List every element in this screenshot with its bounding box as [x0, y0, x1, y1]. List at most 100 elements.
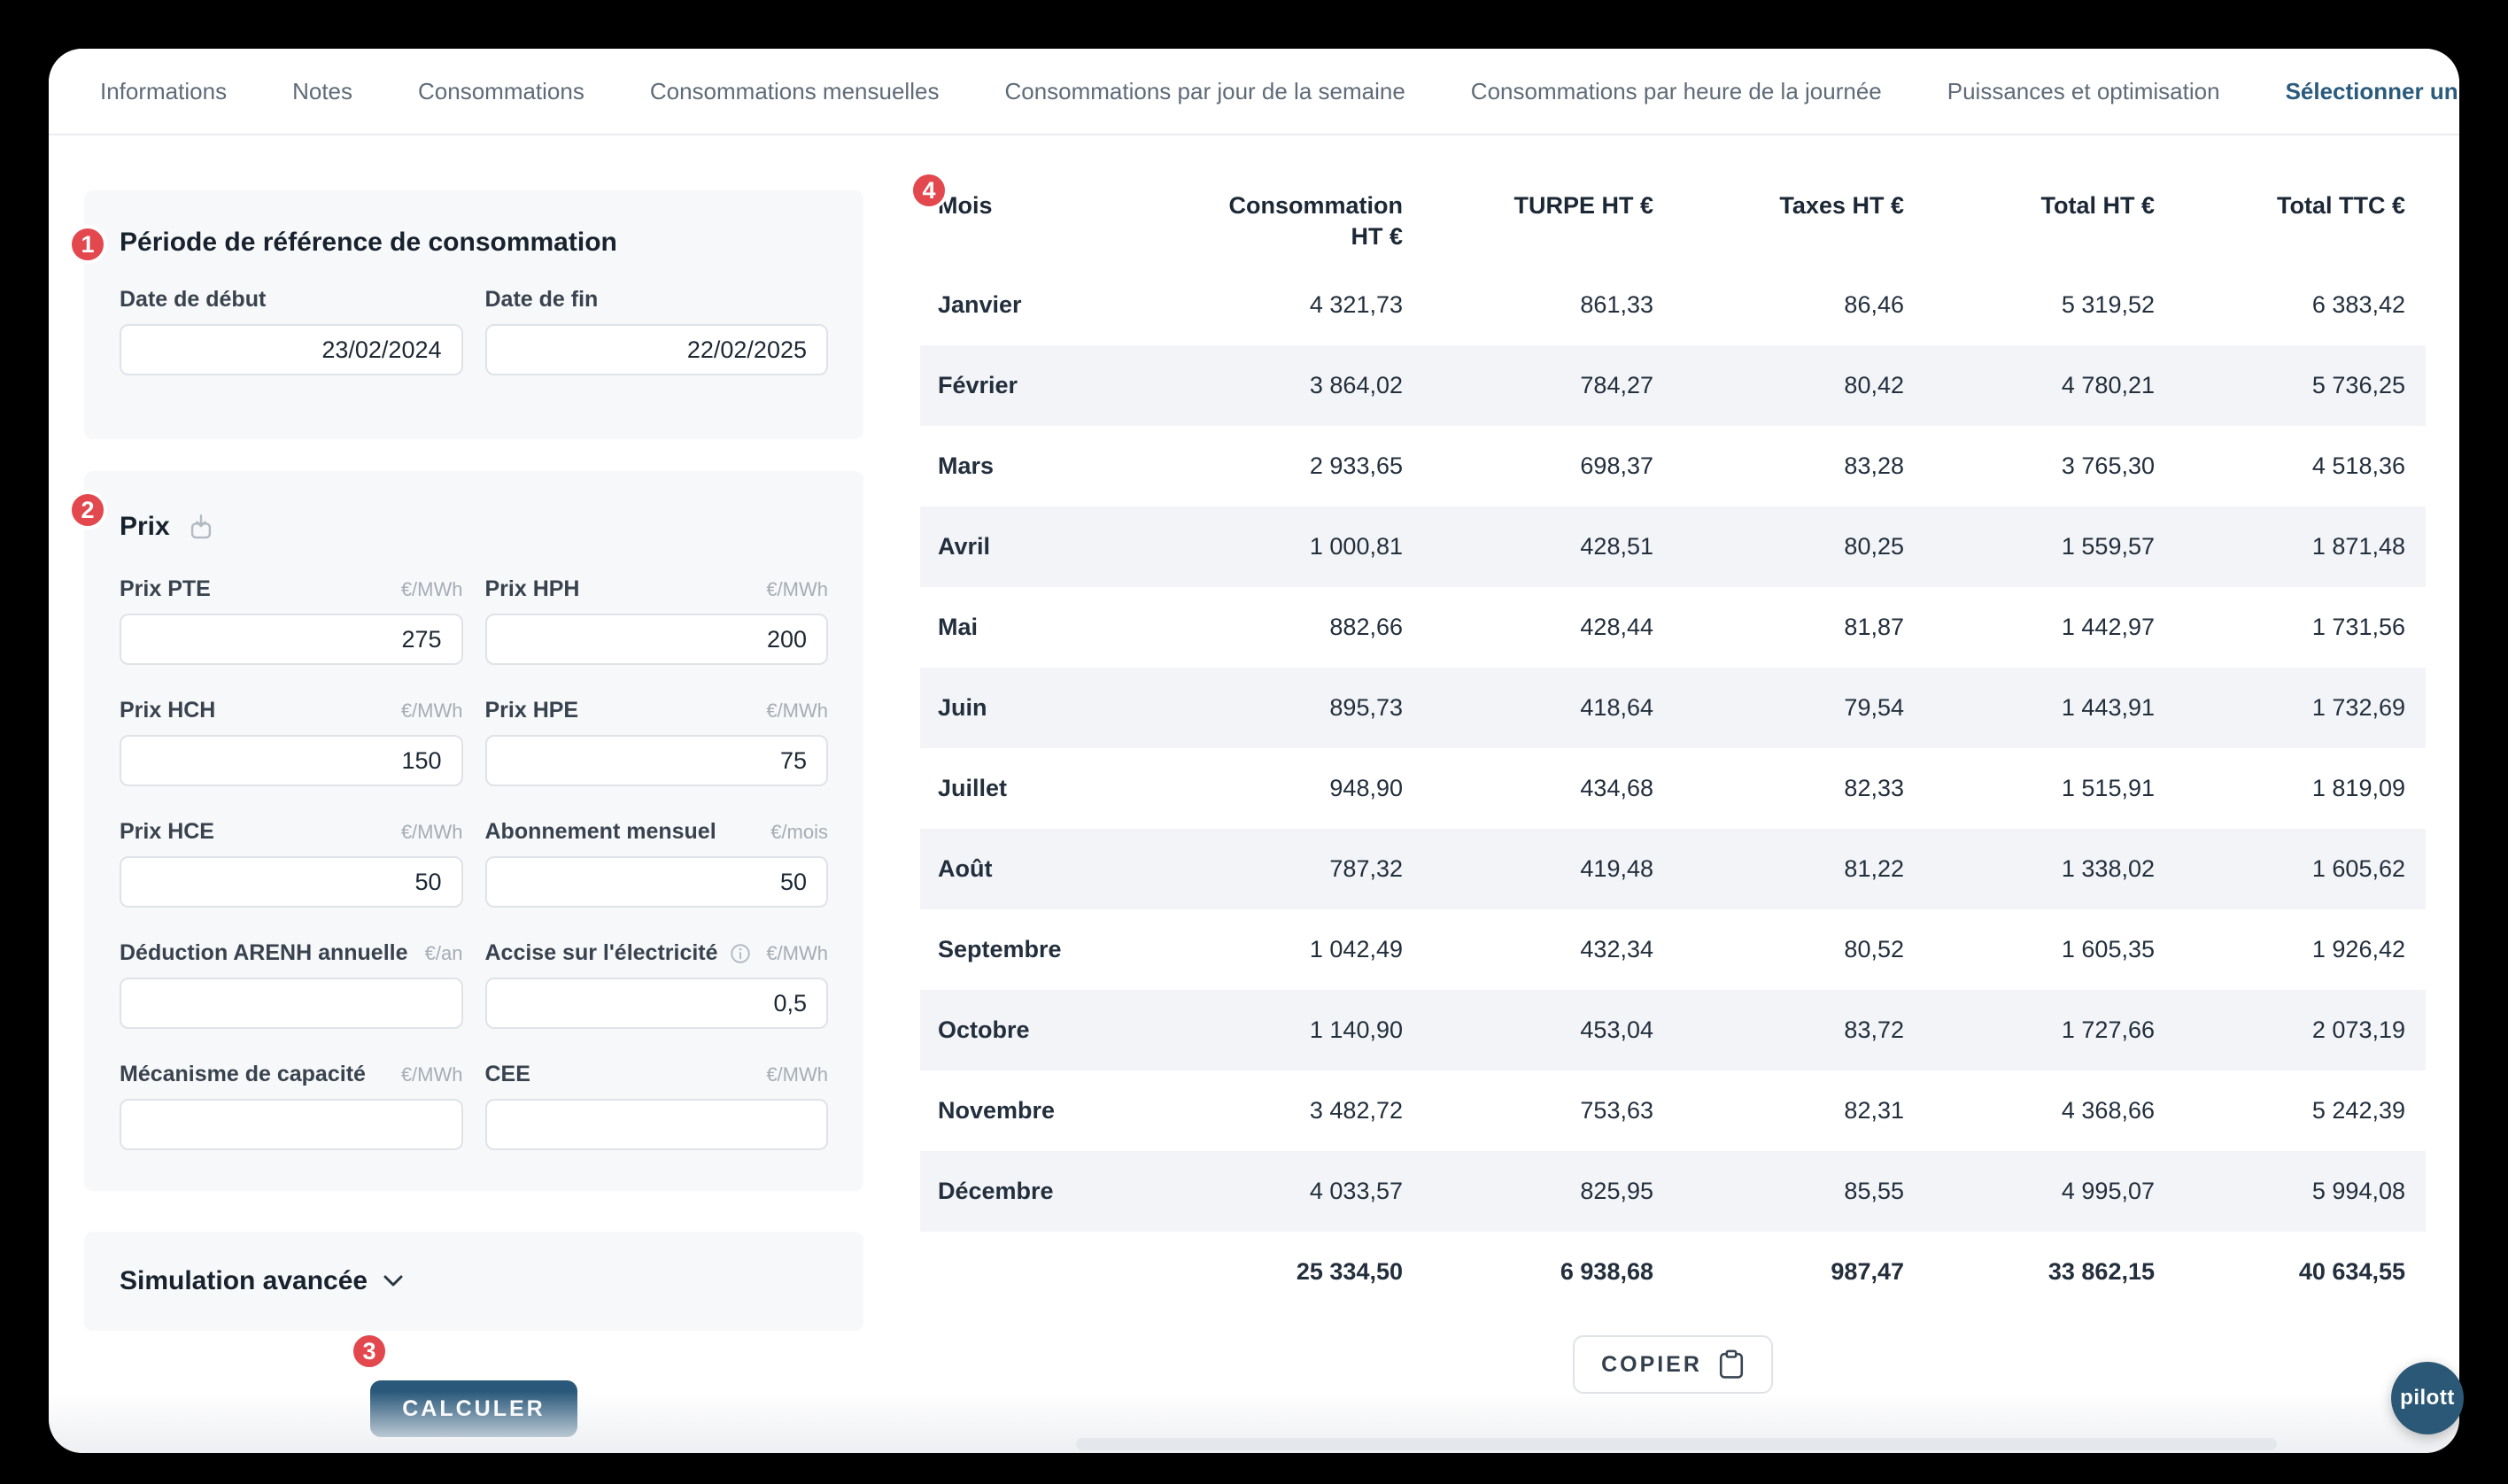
- pilott-logo-button[interactable]: pilott: [2391, 1362, 2464, 1434]
- value-cell: 3 482,72: [1309, 1097, 1403, 1124]
- tab-informations[interactable]: Informations: [100, 77, 228, 104]
- header-total-ht: Total HT €: [2040, 192, 2155, 219]
- table-row: Novembre 3 482,72 753,63 82,31 4 368,66 …: [920, 1070, 2426, 1151]
- field-unit: €/MWh: [400, 1063, 463, 1086]
- monthly-costs-table: Mois Consommation HT € TURPE HT € Taxes …: [920, 135, 2426, 1394]
- value-cell: 1 731,56: [2311, 614, 2405, 640]
- value-cell: 85,55: [1844, 1178, 1904, 1204]
- month-cell: Décembre: [938, 1178, 1054, 1204]
- value-cell: 1 605,62: [2311, 855, 2405, 882]
- import-prices-icon[interactable]: [186, 512, 216, 542]
- start-date-label: Date de début: [120, 287, 267, 312]
- table-row: Avril 1 000,81 428,51 80,25 1 559,57 1 8…: [920, 506, 2426, 587]
- price-field: Mécanisme de capacité €/MWh: [120, 1059, 463, 1150]
- price-field: Prix HCE €/MWh: [120, 816, 463, 908]
- tab-consommations-heure-journee[interactable]: Consommations par heure de la journée: [1470, 77, 1882, 104]
- tab-consommations-mensuelles[interactable]: Consommations mensuelles: [649, 77, 940, 104]
- value-cell: 753,63: [1580, 1097, 1653, 1124]
- value-cell: 1 515,91: [2061, 775, 2155, 801]
- table-row: Mai 882,66 428,44 81,87 1 442,97 1 731,5…: [920, 587, 2426, 668]
- value-cell: 432,34: [1580, 936, 1653, 962]
- price-input[interactable]: [120, 1099, 463, 1150]
- info-icon[interactable]: [729, 942, 752, 965]
- price-input[interactable]: [484, 735, 828, 786]
- value-cell: 86,46: [1844, 291, 1904, 318]
- value-cell: 1 042,49: [1309, 936, 1403, 962]
- price-input[interactable]: [120, 614, 463, 665]
- month-cell: Janvier: [938, 291, 1022, 318]
- value-cell: 1 442,97: [2061, 614, 2155, 640]
- value-cell: 428,51: [1580, 533, 1653, 560]
- table-body: Janvier 4 321,73 861,33 86,46 5 319,52 6…: [920, 265, 2426, 1232]
- annotation-badge-3: 3: [350, 1332, 389, 1371]
- advanced-simulation-title: Simulation avancée: [120, 1266, 368, 1295]
- price-field: Prix HCH €/MWh: [120, 695, 463, 786]
- tab-consommations[interactable]: Consommations: [418, 77, 584, 104]
- table-row: Janvier 4 321,73 861,33 86,46 5 319,52 6…: [920, 265, 2426, 345]
- field-label: Abonnement mensuel: [484, 819, 716, 844]
- value-cell: 3 864,02: [1309, 372, 1403, 398]
- reference-period-section: Période de référence de consommation Dat…: [84, 190, 863, 439]
- reference-period-title: Période de référence de consommation: [120, 228, 617, 257]
- price-input[interactable]: [484, 614, 828, 665]
- value-cell: 4 321,73: [1309, 291, 1403, 318]
- totals-total-ht: 33 862,15: [2047, 1258, 2155, 1285]
- value-cell: 1 605,35: [2061, 936, 2155, 962]
- value-cell: 825,95: [1580, 1178, 1653, 1204]
- table-row: Juin 895,73 418,64 79,54 1 443,91 1 732,…: [920, 668, 2426, 748]
- value-cell: 81,22: [1844, 855, 1904, 882]
- price-field: Abonnement mensuel €/mois: [484, 816, 828, 908]
- value-cell: 895,73: [1329, 694, 1403, 721]
- table-totals-row: 25 334,50 6 938,68 987,47 33 862,15 40 6…: [920, 1232, 2426, 1312]
- value-cell: 1 338,02: [2061, 855, 2155, 882]
- value-cell: 5 242,39: [2311, 1097, 2405, 1124]
- field-unit: €/MWh: [766, 699, 828, 722]
- horizontal-scrollbar[interactable]: [1076, 1438, 2277, 1450]
- header-taxes-ht: Taxes HT €: [1779, 192, 1904, 219]
- field-label: Accise sur l'électricité: [484, 940, 718, 965]
- field-unit: €/MWh: [400, 577, 463, 600]
- price-field: Accise sur l'électricité €/MWh: [484, 938, 828, 1029]
- calculate-button[interactable]: CALCULER: [370, 1380, 577, 1437]
- value-cell: 4 995,07: [2061, 1178, 2155, 1204]
- tab-selector-dropdown[interactable]: Sélectionner un onglet (4): [2286, 78, 2459, 105]
- table-row: Mars 2 933,65 698,37 83,28 3 765,30 4 51…: [920, 426, 2426, 506]
- month-cell: Mars: [938, 452, 995, 479]
- price-field: Prix HPE €/MWh: [484, 695, 828, 786]
- tab-puissances-optimisation[interactable]: Puissances et optimisation: [1947, 77, 2220, 104]
- value-cell: 5 736,25: [2311, 372, 2405, 398]
- value-cell: 1 871,48: [2311, 533, 2405, 560]
- price-input[interactable]: [484, 856, 828, 908]
- field-unit: €/MWh: [400, 699, 463, 722]
- price-input[interactable]: [120, 856, 463, 908]
- table-row: Septembre 1 042,49 432,34 80,52 1 605,35…: [920, 909, 2426, 990]
- totals-turpe: 6 938,68: [1560, 1258, 1653, 1285]
- end-date-input[interactable]: [484, 324, 828, 375]
- price-input[interactable]: [120, 735, 463, 786]
- annotation-badge-4: 4: [910, 171, 948, 210]
- value-cell: 5 994,08: [2311, 1178, 2405, 1204]
- price-input[interactable]: [484, 978, 828, 1029]
- tab-consommations-jour-semaine[interactable]: Consommations par jour de la semaine: [1004, 77, 1405, 104]
- value-cell: 453,04: [1580, 1016, 1653, 1043]
- month-cell: Avril: [938, 533, 991, 560]
- header-consommation-ht: Consommation HT €: [1228, 192, 1403, 250]
- value-cell: 82,33: [1844, 775, 1904, 801]
- copy-button[interactable]: COPIER: [1573, 1335, 1773, 1394]
- month-cell: Septembre: [938, 936, 1062, 962]
- value-cell: 4 368,66: [2061, 1097, 2155, 1124]
- price-input[interactable]: [120, 978, 463, 1029]
- price-field: Déduction ARENH annuelle €/an: [120, 938, 463, 1029]
- field-label: Mécanisme de capacité: [120, 1062, 366, 1086]
- month-cell: Octobre: [938, 1016, 1030, 1043]
- tab-notes[interactable]: Notes: [292, 77, 352, 104]
- start-date-input[interactable]: [120, 324, 463, 375]
- value-cell: 419,48: [1580, 855, 1653, 882]
- value-cell: 4 033,57: [1309, 1178, 1403, 1204]
- price-input[interactable]: [484, 1099, 828, 1150]
- advanced-simulation-toggle[interactable]: Simulation avancée: [84, 1232, 863, 1331]
- field-label: CEE: [484, 1062, 530, 1086]
- value-cell: 80,25: [1844, 533, 1904, 560]
- table-row: Février 3 864,02 784,27 80,42 4 780,21 5…: [920, 345, 2426, 426]
- tab-bar: Informations Notes Consommations Consomm…: [49, 49, 2459, 135]
